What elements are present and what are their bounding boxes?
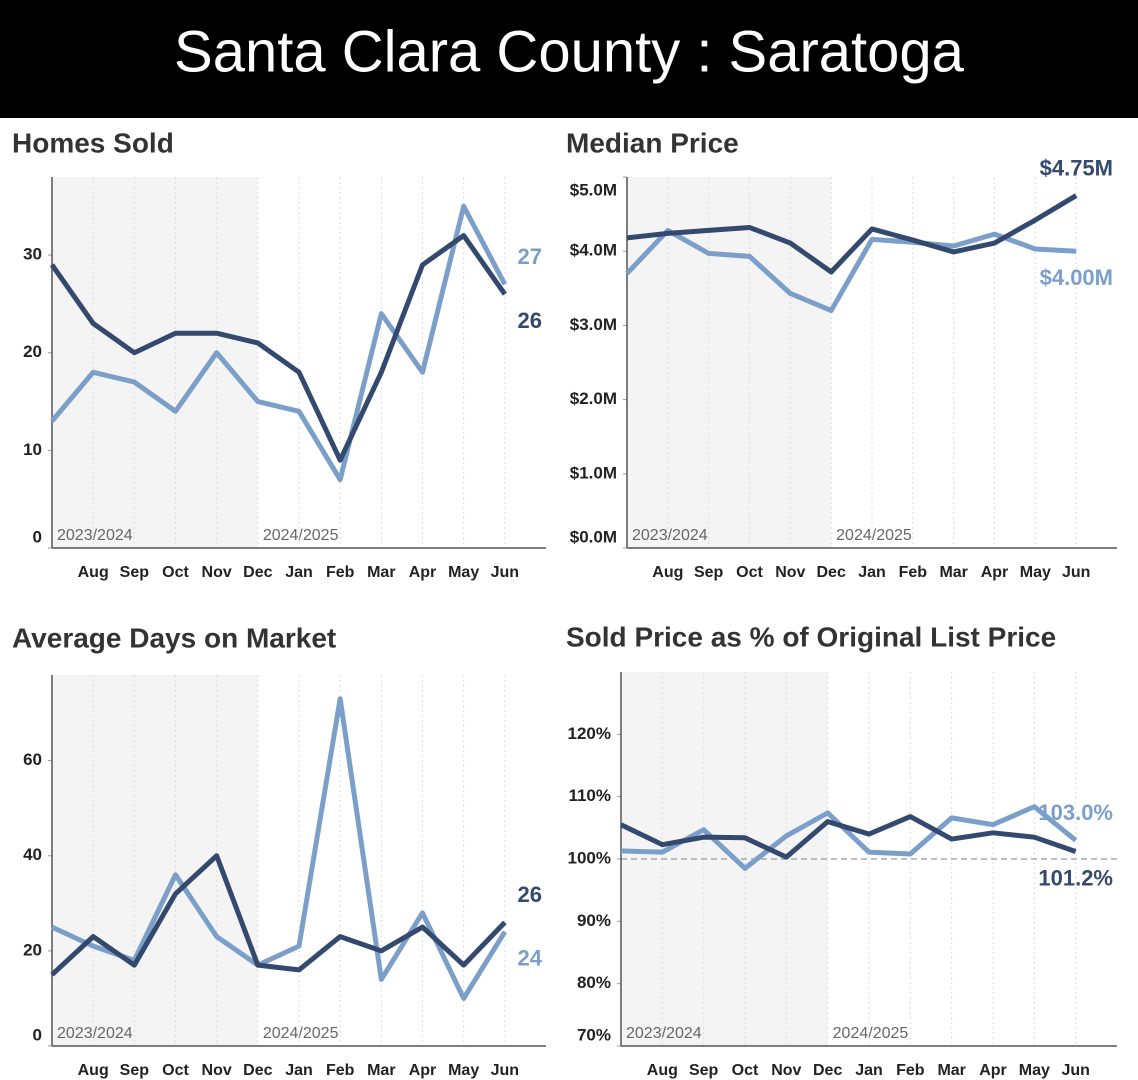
x-tick-label: Aug [647, 1062, 678, 1079]
y-tick-label: $0.0M [570, 527, 617, 546]
x-tick-label: Aug [78, 564, 109, 581]
chart-title: Homes Sold [12, 127, 174, 158]
period-label: 2023/2024 [626, 1025, 702, 1042]
period-label: 2024/2025 [833, 1025, 909, 1042]
x-tick-label: Mar [939, 564, 967, 581]
y-tick-label: $3.0M [570, 315, 617, 334]
value-label: 26 [518, 308, 542, 333]
x-tick-label: Nov [771, 1062, 801, 1079]
x-tick-label: Jun [491, 1062, 519, 1079]
x-tick-label: May [1019, 1062, 1050, 1079]
x-tick-label: Aug [78, 1062, 109, 1079]
y-tick-label: $2.0M [570, 389, 617, 408]
x-tick-label: May [448, 1062, 479, 1079]
x-tick-label: Mar [367, 564, 395, 581]
x-tick-label: Jun [1062, 564, 1090, 581]
period-label: 2024/2025 [836, 527, 912, 544]
x-tick-label: Sep [694, 564, 724, 581]
x-tick-label: Feb [326, 1062, 355, 1079]
x-tick-label: Sep [689, 1062, 719, 1079]
x-tick-label: Feb [899, 564, 928, 581]
series-line [50, 203, 508, 483]
y-tick-label: 80% [577, 973, 611, 992]
x-tick-label: Jan [285, 564, 313, 581]
x-tick-label: Jan [285, 1062, 313, 1079]
x-tick-label: Apr [979, 1062, 1007, 1079]
x-tick-label: Oct [162, 1062, 189, 1079]
x-tick-label: Dec [816, 564, 845, 581]
x-tick-label: Dec [243, 564, 272, 581]
x-tick-label: Jan [855, 1062, 883, 1079]
y-tick-label: $4.0M [570, 241, 617, 260]
value-label: $4.00M [1040, 265, 1113, 290]
y-tick-label: 0 [33, 527, 42, 546]
x-tick-label: Nov [775, 564, 805, 581]
x-tick-label: Feb [896, 1062, 925, 1079]
y-tick-label: $1.0M [570, 463, 617, 482]
series-line [50, 853, 507, 977]
y-tick-label: 110% [568, 786, 611, 805]
header-bar [0, 0, 1138, 118]
y-tick-label: 20 [23, 342, 42, 361]
y-tick-label: 40 [23, 845, 42, 864]
x-tick-label: Nov [202, 1062, 232, 1079]
y-tick-label: 0 [33, 1025, 42, 1044]
x-tick-label: Dec [813, 1062, 842, 1079]
y-tick-label: 20 [23, 940, 42, 959]
period-label: 2023/2024 [632, 527, 708, 544]
x-tick-label: Mar [367, 1062, 395, 1079]
x-tick-label: Jun [1061, 1062, 1089, 1079]
value-label: 27 [518, 244, 542, 269]
series-line [626, 193, 1078, 275]
series-line [620, 804, 1078, 871]
value-label: 101.2% [1038, 865, 1113, 890]
x-tick-label: Apr [981, 564, 1009, 581]
x-tick-label: Jan [858, 564, 886, 581]
y-tick-label: 120% [568, 724, 611, 743]
chart-title: Median Price [566, 127, 739, 158]
x-tick-label: May [1020, 564, 1051, 581]
page-title: Santa Clara County : Saratoga [174, 19, 965, 84]
value-label: 24 [518, 946, 543, 971]
x-tick-label: Oct [736, 564, 763, 581]
x-tick-label: Apr [409, 564, 437, 581]
x-tick-label: Aug [652, 564, 683, 581]
x-tick-label: Dec [243, 1062, 272, 1079]
y-tick-label: 10 [23, 440, 42, 459]
series-line [619, 814, 1077, 860]
y-tick-label: 30 [23, 245, 42, 264]
period-shade [52, 675, 258, 1046]
value-label: 26 [518, 882, 542, 907]
period-label: 2023/2024 [57, 1025, 133, 1042]
period-label: 2024/2025 [263, 527, 339, 544]
x-tick-label: Nov [202, 564, 232, 581]
series-line [49, 233, 507, 463]
x-tick-label: Apr [409, 1062, 437, 1079]
y-tick-label: 60 [23, 750, 42, 769]
x-tick-label: Mar [937, 1062, 965, 1079]
x-tick-label: May [448, 564, 479, 581]
y-tick-label: 70% [577, 1025, 611, 1044]
value-label: $4.75M [1040, 155, 1113, 180]
x-tick-label: Oct [162, 564, 189, 581]
period-label: 2023/2024 [57, 527, 133, 544]
x-tick-label: Jun [491, 564, 519, 581]
x-tick-label: Sep [120, 564, 150, 581]
value-label: 103.0% [1038, 800, 1113, 825]
period-label: 2024/2025 [263, 1025, 339, 1042]
chart-title: Sold Price as % of Original List Price [566, 621, 1056, 652]
chart-title: Average Days on Market [12, 622, 336, 653]
y-tick-label: 90% [577, 911, 611, 930]
x-tick-label: Feb [326, 564, 355, 581]
y-tick-label: 100% [568, 848, 611, 867]
y-tick-label: $5.0M [570, 180, 617, 199]
x-tick-label: Sep [120, 1062, 150, 1079]
x-tick-label: Oct [732, 1062, 759, 1079]
